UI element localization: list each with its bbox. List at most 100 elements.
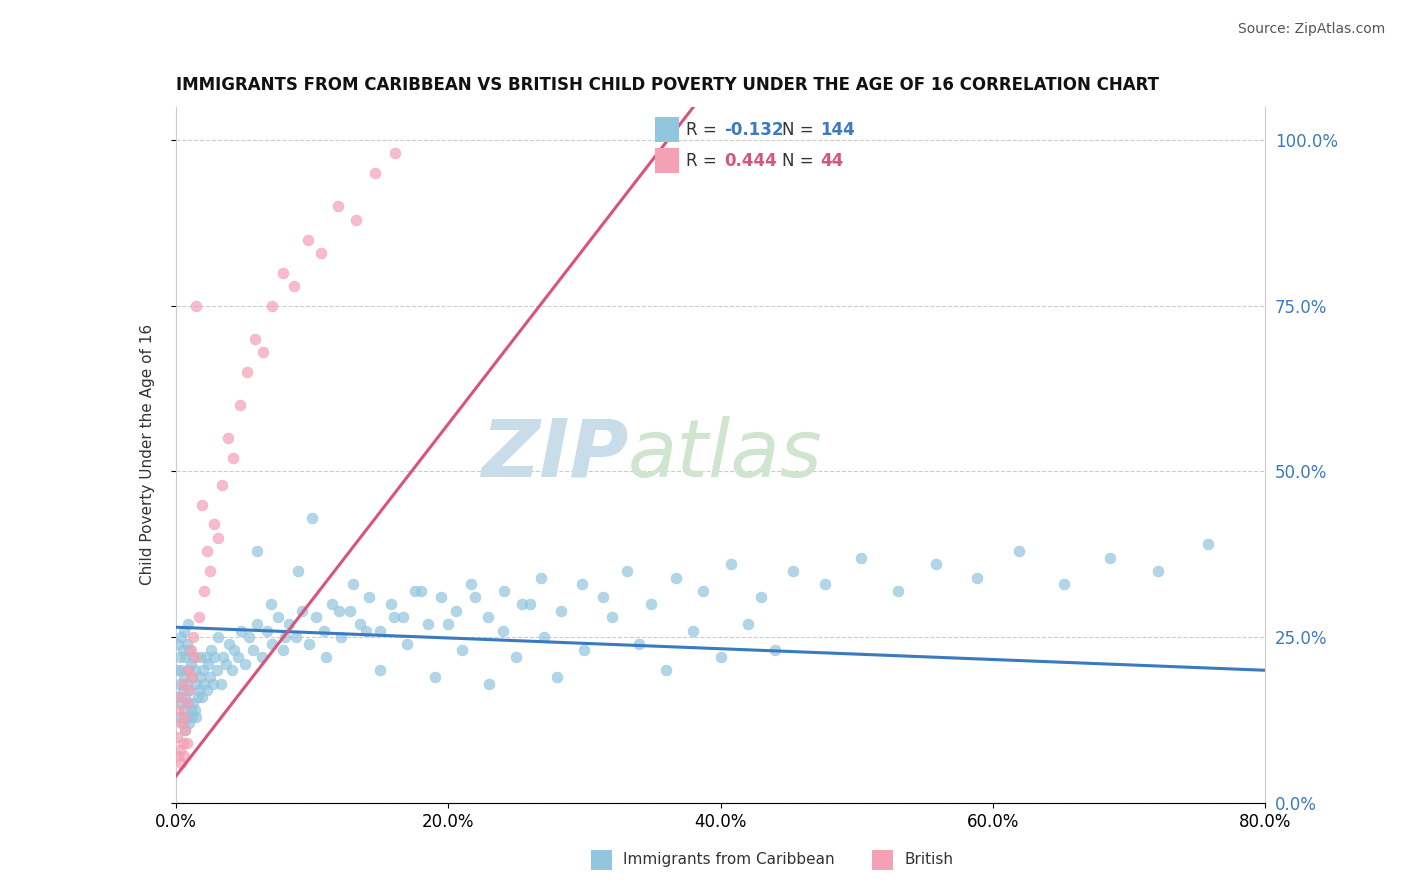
Point	[238, 630, 260, 644]
Point	[1008, 544, 1031, 558]
Point	[174, 723, 197, 737]
Point	[416, 616, 439, 631]
Point	[339, 604, 361, 618]
Point	[305, 610, 328, 624]
Point	[173, 670, 195, 684]
Point	[814, 577, 837, 591]
Point	[173, 624, 195, 638]
Point	[183, 630, 205, 644]
Text: Source: ZipAtlas.com: Source: ZipAtlas.com	[1237, 22, 1385, 37]
Point	[250, 650, 273, 665]
Point	[273, 266, 295, 280]
Point	[181, 670, 204, 684]
Point	[273, 643, 295, 657]
Point	[187, 610, 209, 624]
Point	[301, 511, 323, 525]
Point	[177, 663, 200, 677]
Point	[477, 610, 499, 624]
Point	[186, 709, 208, 723]
Point	[183, 697, 205, 711]
Point	[616, 564, 638, 578]
Point	[751, 591, 773, 605]
Point	[167, 637, 190, 651]
Point	[627, 637, 650, 651]
Point	[246, 544, 269, 558]
Point	[437, 616, 460, 631]
Point	[217, 431, 239, 445]
Point	[380, 597, 402, 611]
Point	[530, 570, 553, 584]
Point	[600, 610, 623, 624]
Point	[262, 637, 284, 651]
Point	[246, 616, 269, 631]
Point	[195, 544, 218, 558]
Point	[166, 730, 188, 744]
Point	[252, 345, 274, 359]
Point	[342, 577, 364, 591]
Point	[195, 683, 218, 698]
Point	[356, 624, 378, 638]
Point	[173, 703, 195, 717]
Point	[315, 650, 337, 665]
Point	[193, 676, 215, 690]
Point	[287, 564, 309, 578]
Text: IMMIGRANTS FROM CARIBBEAN VS BRITISH CHILD POVERTY UNDER THE AGE OF 16 CORRELATI: IMMIGRANTS FROM CARIBBEAN VS BRITISH CHI…	[176, 77, 1159, 95]
Point	[224, 643, 246, 657]
Point	[592, 591, 614, 605]
Point	[505, 650, 527, 665]
Point	[184, 703, 207, 717]
Point	[211, 477, 233, 491]
Point	[710, 650, 733, 665]
Point	[207, 630, 229, 644]
Point	[692, 583, 714, 598]
Point	[260, 597, 283, 611]
Point	[737, 616, 759, 631]
Point	[329, 630, 352, 644]
Point	[181, 709, 204, 723]
Point	[478, 676, 501, 690]
Point	[492, 583, 515, 598]
Point	[169, 676, 191, 690]
Point	[170, 663, 193, 677]
Point	[188, 650, 211, 665]
Point	[172, 676, 194, 690]
Point	[209, 676, 232, 690]
Point	[430, 591, 453, 605]
Point	[314, 624, 336, 638]
Point	[1197, 537, 1219, 551]
Point	[571, 577, 593, 591]
Point	[283, 279, 305, 293]
Point	[222, 451, 245, 466]
Point	[174, 690, 197, 704]
Point	[460, 577, 482, 591]
Point	[187, 683, 209, 698]
Point	[344, 212, 367, 227]
Point	[242, 643, 264, 657]
Point	[519, 597, 541, 611]
Point	[243, 332, 266, 346]
Point	[180, 643, 202, 657]
Point	[763, 643, 786, 657]
Point	[574, 643, 596, 657]
Point	[201, 676, 224, 690]
Point	[205, 663, 228, 677]
Point	[256, 624, 278, 638]
Point	[200, 643, 222, 657]
Point	[849, 550, 872, 565]
Point	[172, 736, 194, 750]
Point	[184, 650, 207, 665]
Y-axis label: Child Poverty Under the Age of 16: Child Poverty Under the Age of 16	[141, 325, 155, 585]
Point	[450, 643, 472, 657]
Point	[169, 743, 191, 757]
Point	[384, 146, 406, 161]
Point	[173, 709, 195, 723]
Point	[682, 624, 704, 638]
Point	[215, 657, 238, 671]
Point	[655, 663, 678, 677]
Point	[229, 398, 252, 412]
Point	[228, 650, 250, 665]
Point	[782, 564, 804, 578]
Point	[274, 630, 297, 644]
Point	[284, 630, 307, 644]
Point	[186, 676, 208, 690]
